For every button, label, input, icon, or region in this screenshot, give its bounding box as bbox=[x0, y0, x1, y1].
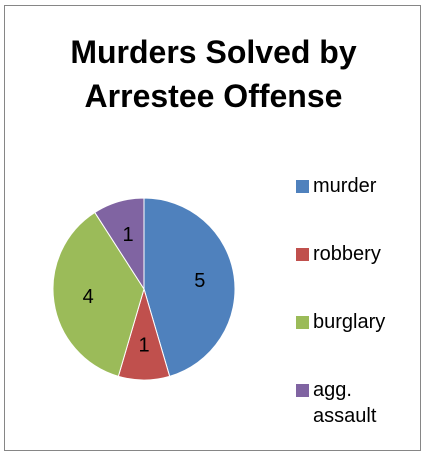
legend-label-burglary: burglary bbox=[313, 311, 386, 333]
legend-swatch-burglary bbox=[296, 316, 309, 329]
pie-slice-murder bbox=[143, 197, 236, 377]
legend-item-murder: murder bbox=[296, 173, 413, 199]
legend-label-agg-assault: agg. assault bbox=[313, 379, 377, 427]
chart-area bbox=[4, 5, 421, 451]
data-label-murder: 5 bbox=[194, 270, 205, 292]
pie-slice-burglary bbox=[52, 211, 145, 377]
legend-label-robbery: robbery bbox=[313, 243, 381, 265]
legend-item-agg-assault: agg. assault bbox=[296, 377, 413, 429]
legend-item-burglary: burglary bbox=[296, 309, 413, 335]
legend-swatch-agg-assault bbox=[296, 384, 309, 397]
legend-swatch-murder bbox=[296, 180, 309, 193]
chart-title-line-2: Arrestee Offense bbox=[84, 78, 343, 114]
legend-swatch-robbery bbox=[296, 248, 309, 261]
data-label-burglary: 4 bbox=[83, 286, 94, 308]
legend-item-robbery: robbery bbox=[296, 241, 413, 267]
data-label-agg-assault: 1 bbox=[123, 224, 134, 246]
legend-label-murder: murder bbox=[313, 175, 377, 197]
pie-slice-agg-assault bbox=[94, 197, 145, 291]
chart-title-line-1: Murders Solved by bbox=[70, 34, 357, 70]
chart-title: Murders Solved by Arrestee Offense bbox=[20, 30, 407, 118]
data-label-robbery: 1 bbox=[138, 334, 149, 356]
